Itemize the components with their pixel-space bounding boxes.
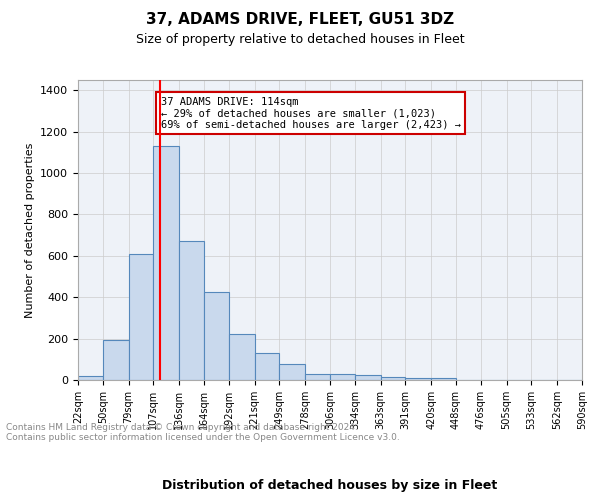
Text: 37, ADAMS DRIVE, FLEET, GU51 3DZ: 37, ADAMS DRIVE, FLEET, GU51 3DZ	[146, 12, 454, 28]
Bar	[229, 334, 254, 380]
Bar	[330, 374, 355, 380]
Bar	[254, 353, 280, 380]
Bar	[204, 292, 229, 380]
Bar	[431, 378, 456, 380]
Text: Size of property relative to detached houses in Fleet: Size of property relative to detached ho…	[136, 32, 464, 46]
Bar	[355, 376, 380, 380]
Bar	[380, 377, 406, 380]
Bar	[103, 340, 128, 380]
Bar	[406, 378, 431, 380]
Bar	[78, 376, 103, 380]
Bar	[305, 374, 330, 380]
Bar	[179, 242, 204, 380]
Bar	[154, 146, 179, 380]
Text: 37 ADAMS DRIVE: 114sqm
← 29% of detached houses are smaller (1,023)
69% of semi-: 37 ADAMS DRIVE: 114sqm ← 29% of detached…	[161, 96, 461, 130]
Bar	[128, 254, 154, 380]
Text: Distribution of detached houses by size in Fleet: Distribution of detached houses by size …	[163, 480, 497, 492]
Y-axis label: Number of detached properties: Number of detached properties	[25, 142, 35, 318]
Bar	[280, 364, 305, 380]
Text: Contains HM Land Registry data © Crown copyright and database right 2024.
Contai: Contains HM Land Registry data © Crown c…	[6, 423, 400, 442]
